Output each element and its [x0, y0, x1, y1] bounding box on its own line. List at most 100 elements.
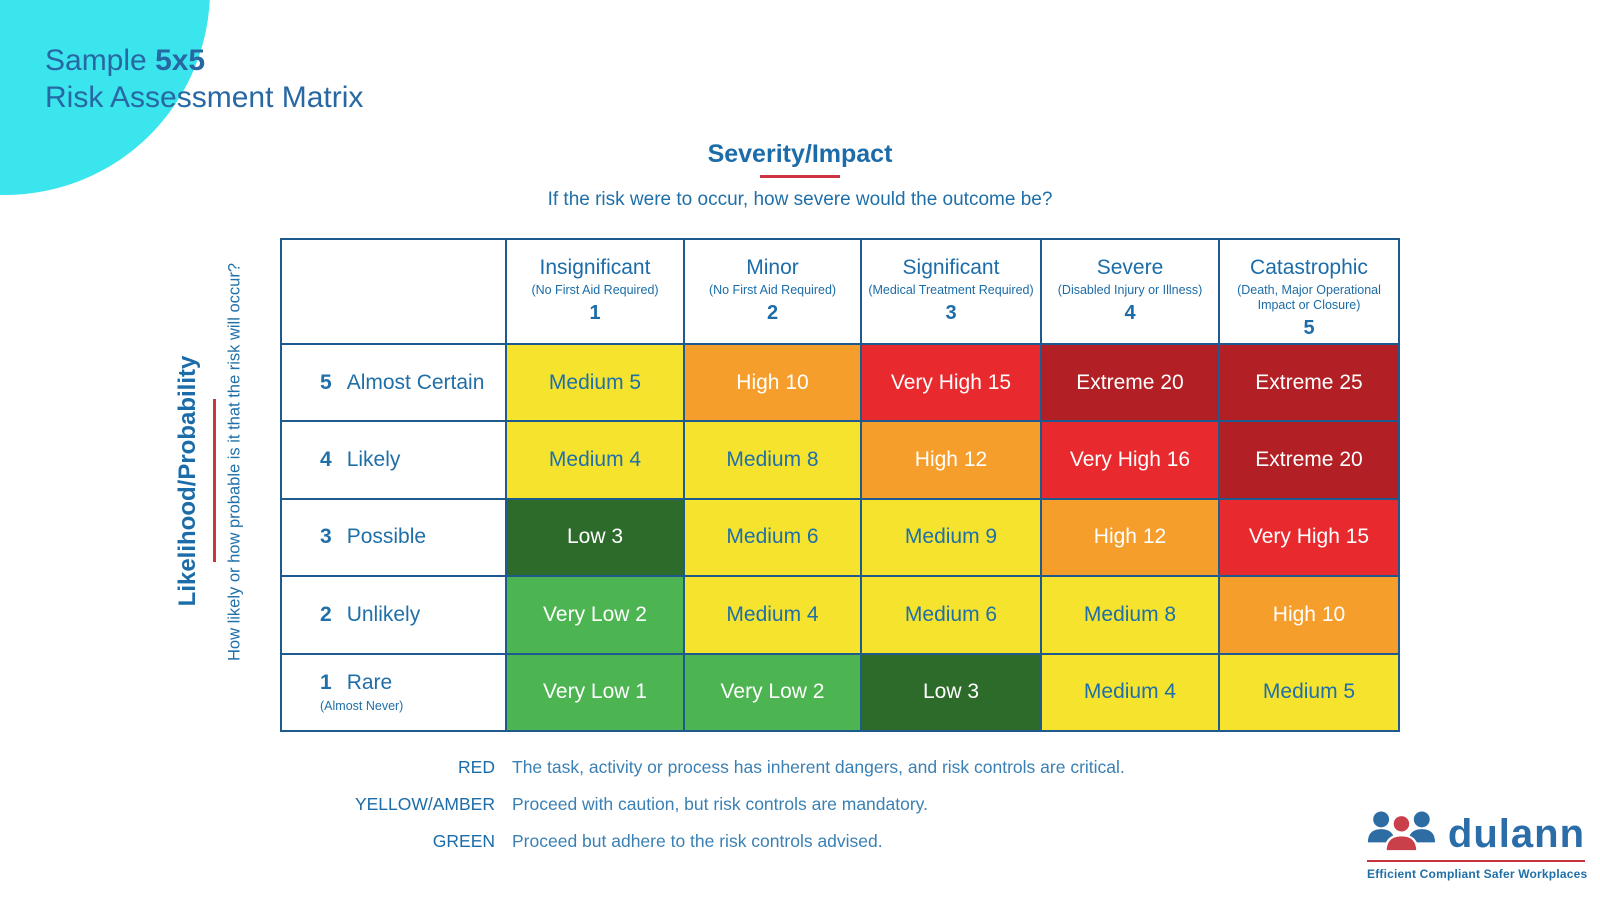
- risk-cell-label: Very Low 2: [543, 602, 647, 626]
- risk-cell-label: Low 3: [566, 525, 624, 549]
- column-subtitle: (Death, Major Operational Impact or Clos…: [1237, 283, 1381, 312]
- row-name: Possible: [346, 525, 427, 549]
- row-number: 1: [320, 671, 332, 695]
- risk-cell-L3-S4: High 12: [1042, 499, 1220, 578]
- row-title: 5 Almost Certain: [320, 371, 505, 395]
- risk-cell-L2-S3: Medium 6: [862, 577, 1042, 655]
- risk-cell-L2-S1: Very Low 2: [507, 577, 685, 655]
- row-number: 2: [320, 602, 332, 626]
- risk-cell-L5-S5: Extreme 25: [1220, 345, 1400, 423]
- page-title: Sample 5x5 Risk Assessment Matrix: [45, 42, 363, 116]
- risk-cell-label: Very High 15: [890, 370, 1012, 394]
- risk-cell-L2-S2: Medium 4: [685, 577, 862, 655]
- column-header-severe: Severe (Disabled Injury or Illness) 4: [1042, 240, 1220, 345]
- risk-cell-label: Medium 6: [904, 602, 998, 626]
- row-number: 3: [320, 525, 332, 549]
- risk-cell-label: Medium 6: [726, 525, 819, 549]
- legend-text: Proceed but adhere to the risk controls …: [512, 831, 883, 851]
- risk-cell-L2-S5: High 10: [1220, 577, 1400, 655]
- likelihood-red-underline: [213, 399, 216, 562]
- column-number: 2: [766, 302, 779, 324]
- logo-tagline: Efficient Compliant Safer Workplaces: [1367, 867, 1588, 881]
- severity-heading: Severity/Impact: [707, 140, 893, 168]
- column-header-insignificant: Insignificant (No First Aid Required) 1: [507, 240, 685, 345]
- column-number: 3: [945, 302, 957, 324]
- risk-cell-label: Medium 4: [1083, 680, 1177, 704]
- row-title: 1 Rare: [320, 671, 505, 695]
- risk-cell-L3-S1: Low 3: [507, 499, 685, 578]
- row-title: 4 Likely: [320, 448, 505, 472]
- risk-cell-L3-S2: Medium 6: [685, 499, 862, 578]
- risk-cell-L1-S2: Very Low 2: [685, 654, 862, 732]
- row-name: Unlikely: [346, 602, 421, 626]
- column-header-catastrophic: Catastrophic (Death, Major Operational Im…: [1220, 240, 1400, 345]
- risk-cell-label: High 10: [736, 370, 809, 394]
- row-subtitle: (Almost Never): [320, 699, 404, 714]
- legend-row-green: GREEN Proceed but adhere to the risk cont…: [0, 831, 1260, 852]
- risk-cell-label: Very High 16: [1069, 448, 1191, 472]
- risk-cell-L5-S3: Very High 15: [862, 345, 1042, 423]
- column-subtitle: (No First Aid Required): [708, 283, 837, 297]
- row-label-rare: 1 Rare (Almost Never): [282, 654, 507, 732]
- risk-cell-label: Medium 5: [1262, 680, 1356, 704]
- row-name: Likely: [346, 448, 401, 472]
- risk-cell-L5-S4: Extreme 20: [1042, 345, 1220, 423]
- risk-cell-L3-S5: Very High 15: [1220, 499, 1400, 578]
- row-label-unlikely: 2 Unlikely: [282, 577, 507, 655]
- legend-label: YELLOW/AMBER: [354, 794, 495, 814]
- legend-row-red: RED The task, activity or process has inh…: [0, 757, 1260, 778]
- column-subtitle: (Disabled Injury or Illness): [1057, 283, 1203, 297]
- risk-cell-label: Very High 15: [1248, 525, 1370, 549]
- risk-cell-label: Medium 5: [548, 370, 642, 394]
- page-title-line2: Risk Assessment Matrix: [45, 81, 364, 114]
- row-number: 5: [320, 370, 332, 394]
- risk-cell-L4-S5: Extreme 20: [1220, 422, 1400, 500]
- risk-cell-label: Extreme 20: [1255, 448, 1363, 472]
- likelihood-question: How likely or how probable is it that th…: [225, 263, 244, 661]
- severity-question: If the risk were to occur, how severe wo…: [547, 189, 1053, 210]
- row-label-likely: 4 Likely: [282, 422, 507, 500]
- column-title: Significant: [902, 256, 1000, 279]
- column-title: Severe: [1096, 256, 1164, 279]
- risk-cell-label: Medium 4: [726, 602, 819, 626]
- legend-row-yellow-amber: YELLOW/AMBER Proceed with caution, but ri…: [0, 794, 1260, 815]
- legend-text: The task, activity or process has inhere…: [512, 757, 1125, 777]
- row-name: Rare: [346, 671, 393, 695]
- people-icon: [1367, 811, 1436, 853]
- column-title: Catastrophic: [1250, 256, 1368, 279]
- column-header-minor: Minor (No First Aid Required) 2: [685, 240, 862, 345]
- risk-cell-label: High 12: [914, 448, 988, 472]
- corner-cell: [282, 240, 507, 345]
- column-subtitle: (Medical Treatment Required): [868, 283, 1034, 297]
- row-label-almost-certain: 5 Almost Certain: [282, 345, 507, 423]
- risk-cell-L4-S1: Medium 4: [507, 422, 685, 500]
- risk-cell-label: Medium 8: [726, 448, 819, 472]
- risk-cell-L1-S3: Low 3: [862, 654, 1042, 732]
- column-number: 1: [589, 302, 601, 324]
- risk-cell-L4-S2: Medium 8: [685, 422, 862, 500]
- risk-cell-label: High 12: [1093, 525, 1167, 549]
- risk-cell-label: Medium 4: [548, 448, 642, 472]
- column-header-significant: Significant (Medical Treatment Required) 3: [862, 240, 1042, 345]
- risk-cell-label: Extreme 20: [1076, 370, 1184, 394]
- risk-matrix-table: Insignificant (No First Aid Required) 1 Min…: [280, 238, 1400, 732]
- logo-top-row: dulann: [1367, 806, 1585, 854]
- risk-cell-label: Medium 8: [1083, 602, 1177, 626]
- risk-cell-L1-S4: Medium 4: [1042, 654, 1220, 732]
- column-title: Insignificant: [539, 256, 651, 279]
- row-number: 4: [320, 448, 332, 472]
- legend: RED The task, activity or process has inh…: [0, 757, 1260, 852]
- dulann-logo: dulann Efficient Compliant Safer Workpla…: [1367, 806, 1588, 881]
- severity-axis-header: Severity/Impact If the risk were to occu…: [460, 140, 1140, 211]
- risk-cell-L2-S4: Medium 8: [1042, 577, 1220, 655]
- row-name: Almost Certain: [346, 370, 485, 394]
- risk-cell-label: Low 3: [922, 680, 980, 704]
- risk-cell-L5-S2: High 10: [685, 345, 862, 423]
- legend-label: RED: [458, 757, 495, 777]
- row-title: 3 Possible: [320, 525, 505, 549]
- row-title: 2 Unlikely: [320, 603, 505, 627]
- legend-text: Proceed with caution, but risk controls …: [512, 794, 928, 814]
- column-subtitle: (No First Aid Required): [531, 283, 659, 297]
- column-title: Minor: [746, 256, 799, 279]
- legend-label: GREEN: [432, 831, 495, 851]
